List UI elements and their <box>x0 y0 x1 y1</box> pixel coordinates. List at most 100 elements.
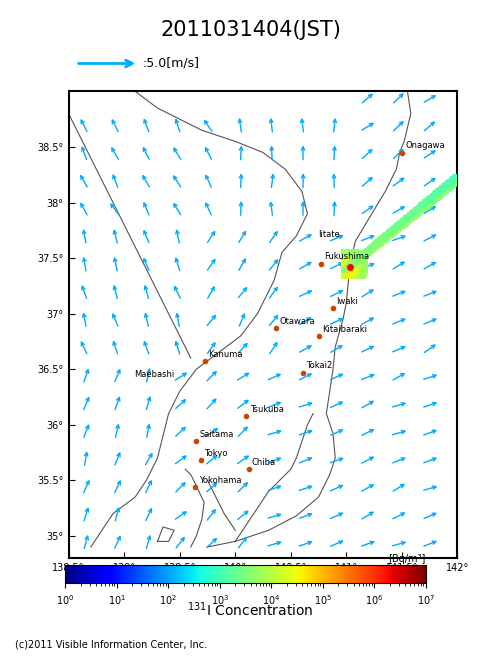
Point <box>441 185 449 195</box>
Point <box>435 187 443 198</box>
Point <box>427 197 435 208</box>
Point <box>400 218 408 229</box>
Point <box>446 177 454 187</box>
Point <box>449 176 457 186</box>
Point <box>386 229 394 240</box>
Point <box>426 198 434 209</box>
Point <box>350 249 358 260</box>
Point <box>344 263 352 273</box>
Point <box>397 221 405 232</box>
Point <box>446 182 454 192</box>
Point <box>383 230 391 241</box>
Point <box>345 257 353 268</box>
Point <box>359 250 367 261</box>
Point <box>423 196 431 206</box>
Point <box>363 246 371 256</box>
Point <box>453 173 461 184</box>
Point <box>403 217 411 227</box>
Point <box>352 265 360 275</box>
Point <box>437 186 445 197</box>
Point <box>382 231 390 242</box>
Point <box>401 215 409 225</box>
Point <box>398 219 406 229</box>
Point <box>384 232 392 243</box>
Point <box>358 256 366 266</box>
Point <box>428 195 436 206</box>
Point <box>366 246 374 256</box>
Point <box>340 261 348 272</box>
Point <box>397 219 405 230</box>
Point <box>430 189 438 200</box>
Point <box>343 261 351 272</box>
Point <box>352 261 360 272</box>
Point <box>420 200 428 211</box>
Point <box>421 198 429 208</box>
Point <box>365 245 373 256</box>
Point <box>343 249 351 260</box>
Point <box>407 211 415 221</box>
Point <box>348 254 356 265</box>
Point <box>366 246 374 257</box>
Point <box>344 264 352 274</box>
Point <box>373 241 381 252</box>
Point <box>403 214 411 225</box>
Point <box>341 250 349 261</box>
Point <box>358 257 366 268</box>
Point <box>352 258 360 268</box>
Point <box>405 213 413 223</box>
Point <box>344 260 352 270</box>
Point <box>346 262 354 273</box>
Point <box>340 248 348 258</box>
Point <box>402 216 410 227</box>
Point <box>387 229 395 240</box>
Point <box>360 248 368 259</box>
Point <box>445 180 453 190</box>
Point <box>432 192 440 203</box>
Point <box>441 183 449 194</box>
Point <box>360 249 368 260</box>
Point <box>351 248 359 258</box>
Point <box>357 252 365 263</box>
Point <box>345 261 353 272</box>
Point <box>443 183 451 194</box>
Point <box>440 186 448 197</box>
Point <box>347 262 355 273</box>
Point <box>449 173 457 184</box>
Point <box>433 190 441 200</box>
Point <box>428 194 436 204</box>
Point <box>389 225 397 235</box>
Point <box>445 182 453 192</box>
Point <box>404 215 412 225</box>
Point <box>440 181 448 192</box>
Point <box>344 254 352 265</box>
Point <box>442 186 450 196</box>
Point <box>383 233 391 243</box>
Point <box>379 235 387 246</box>
Point <box>431 189 439 200</box>
Point <box>391 225 399 235</box>
Point <box>438 183 446 193</box>
Point <box>348 264 356 274</box>
Point <box>432 191 440 202</box>
Point <box>419 203 427 214</box>
Point <box>400 214 408 225</box>
Point <box>350 246 358 257</box>
Point <box>364 245 372 256</box>
Point <box>370 243 378 254</box>
Point <box>344 258 352 269</box>
Point <box>382 232 390 243</box>
Point <box>431 194 439 205</box>
Point <box>431 192 439 203</box>
Point <box>425 195 433 206</box>
Point <box>391 225 399 236</box>
Point <box>427 196 435 207</box>
Point <box>392 223 400 233</box>
Point <box>373 241 381 251</box>
Point <box>420 201 428 212</box>
Point <box>363 248 371 258</box>
Point <box>340 246 348 257</box>
Point <box>366 244 374 254</box>
Point <box>441 182 449 192</box>
Point <box>393 221 401 231</box>
Point <box>450 173 458 184</box>
